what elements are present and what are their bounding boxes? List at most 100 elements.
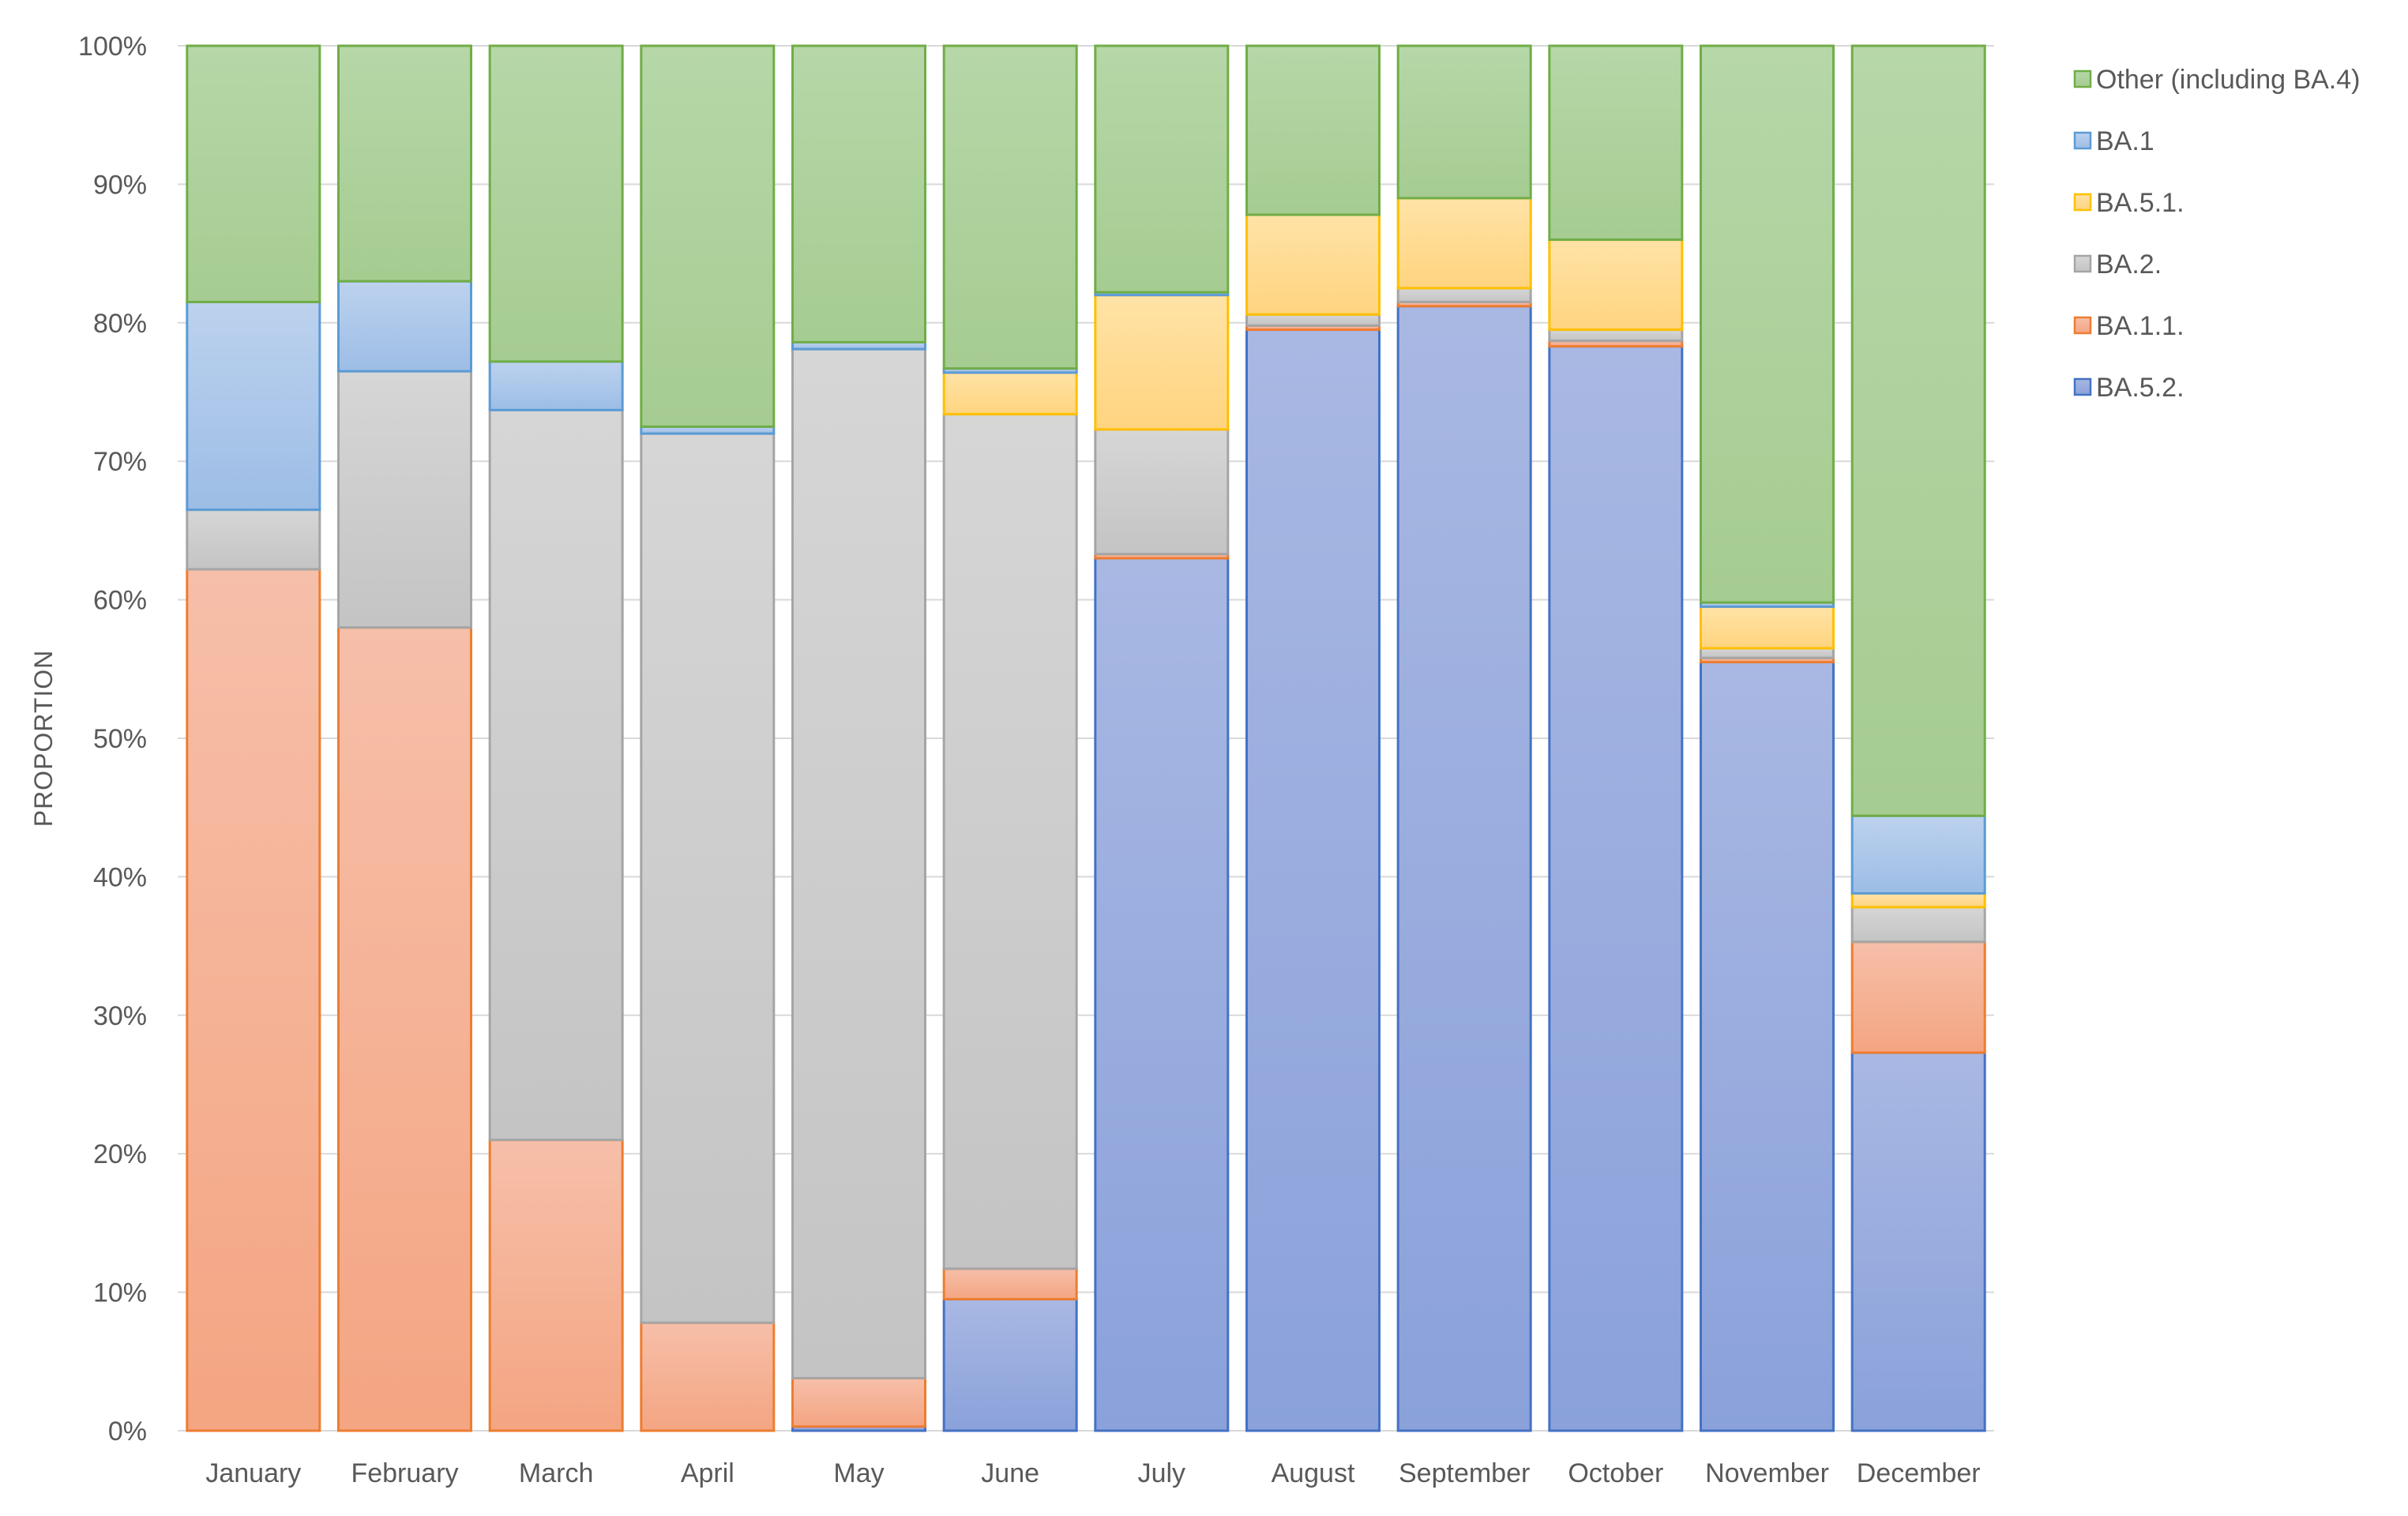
- bar-segment-ba11: [640, 1321, 776, 1432]
- x-tick-label: June: [981, 1458, 1039, 1488]
- x-tick-label: September: [1399, 1458, 1530, 1488]
- bar-segment-ba52: [1850, 1051, 1986, 1432]
- bar-segment-ba52: [942, 1297, 1078, 1432]
- legend-swatch: [2073, 69, 2092, 88]
- bar-segment-ba1: [337, 280, 472, 373]
- bar-segment-ba11: [791, 1376, 926, 1428]
- bar-segment-ba1: [1850, 814, 1986, 895]
- bar-segment-ba11: [942, 1267, 1078, 1300]
- legend: Other (including BA.4) BA.1 BA.5.1. BA.2. BA…: [2073, 65, 2361, 403]
- bar-segment-ba2: [1548, 328, 1684, 343]
- bar-stack-april: [640, 44, 776, 1432]
- legend-label: Other (including BA.4): [2096, 65, 2361, 95]
- x-axis-ticks: January February March April May June July Augu…: [205, 1458, 1980, 1488]
- y-tick-label: 30%: [93, 1001, 147, 1031]
- legend-item-other: Other (including BA.4): [2073, 65, 2361, 95]
- bar-segment-other: [337, 44, 472, 283]
- legend-item-ba1: BA.1: [2073, 126, 2154, 156]
- x-tick-label: October: [1568, 1458, 1663, 1488]
- x-tick-label: May: [833, 1458, 884, 1488]
- legend-item-ba2: BA.2.: [2073, 250, 2162, 280]
- bar-segment-ba52: [1245, 328, 1381, 1432]
- bar-stack-november: [1700, 44, 1835, 1432]
- bar-segment-ba1: [186, 300, 321, 512]
- bar-stack-march: [488, 44, 624, 1432]
- bar-segment-ba11: [186, 568, 321, 1432]
- bar-stack-october: [1548, 44, 1684, 1432]
- bars: [186, 44, 1986, 1432]
- legend-item-ba52: BA.5.2.: [2073, 373, 2184, 403]
- bar-segment-ba52: [1700, 661, 1835, 1432]
- bar-stack-july: [1094, 44, 1230, 1432]
- bar-segment-ba11: [337, 626, 472, 1432]
- bar-segment-other: [791, 44, 926, 343]
- y-tick-label: 20%: [93, 1139, 147, 1169]
- bar-segment-ba51: [942, 371, 1078, 416]
- y-tick-label: 0%: [108, 1417, 147, 1447]
- bar-segment-ba51: [1396, 197, 1532, 290]
- legend-label: BA.5.1.: [2096, 188, 2184, 218]
- gridlines: [178, 45, 1994, 1432]
- legend-label: BA.2.: [2096, 250, 2162, 280]
- y-tick-label: 50%: [93, 724, 147, 754]
- x-tick-label: November: [1705, 1458, 1829, 1488]
- bar-segment-ba2: [1094, 428, 1230, 556]
- y-tick-label: 60%: [93, 586, 147, 616]
- bar-stack-august: [1245, 44, 1381, 1432]
- bar-segment-other: [1850, 44, 1986, 817]
- legend-swatch: [2073, 316, 2092, 335]
- legend-label: BA.5.2.: [2096, 373, 2184, 403]
- bar-segment-ba51: [1700, 605, 1835, 650]
- x-tick-label: January: [205, 1458, 301, 1488]
- bar-segment-ba51: [1094, 294, 1230, 431]
- y-axis-title: PROPORTION: [29, 650, 58, 827]
- legend-item-ba11: BA.1.1.: [2073, 311, 2184, 341]
- bar-segment-other: [488, 44, 624, 363]
- legend-swatch: [2073, 254, 2092, 273]
- x-tick-label: August: [1272, 1458, 1355, 1488]
- x-tick-label: February: [351, 1458, 458, 1488]
- y-tick-label: 70%: [93, 447, 147, 477]
- bar-segment-other: [186, 44, 321, 303]
- bar-segment-ba1: [488, 360, 624, 411]
- bar-segment-ba11: [488, 1139, 624, 1432]
- bar-segment-ba52: [1548, 345, 1684, 1432]
- bar-segment-ba51: [1245, 213, 1381, 316]
- bar-segment-ba2: [942, 413, 1078, 1270]
- bar-segment-ba2: [640, 432, 776, 1324]
- bar-stack-june: [942, 44, 1078, 1432]
- bar-segment-ba2: [186, 508, 321, 571]
- legend-swatch: [2073, 377, 2092, 396]
- bar-segment-ba51: [1548, 238, 1684, 332]
- bar-stack-september: [1396, 44, 1532, 1432]
- bar-stack-may: [791, 44, 926, 1432]
- bar-stack-december: [1850, 44, 1986, 1432]
- bar-segment-ba2: [337, 370, 472, 629]
- y-tick-label: 80%: [93, 309, 147, 339]
- bar-segment-ba2: [791, 347, 926, 1379]
- y-tick-label: 90%: [93, 170, 147, 200]
- legend-swatch: [2073, 131, 2092, 150]
- bar-segment-ba11: [1850, 940, 1986, 1054]
- x-tick-label: December: [1857, 1458, 1981, 1488]
- x-tick-label: March: [519, 1458, 593, 1488]
- bar-segment-ba52: [1094, 557, 1230, 1432]
- y-tick-label: 10%: [93, 1278, 147, 1308]
- bar-segment-other: [1548, 44, 1684, 242]
- y-axis-ticks: 0% 10% 20% 30% 40% 50% 60% 70% 80% 90% 100%: [78, 32, 147, 1447]
- legend-swatch: [2073, 193, 2092, 212]
- bar-segment-other: [1700, 44, 1835, 604]
- bar-stack-january: [186, 44, 321, 1432]
- x-tick-label: July: [1138, 1458, 1185, 1488]
- bar-segment-other: [640, 44, 776, 428]
- bar-segment-other: [942, 44, 1078, 370]
- legend-item-ba51: BA.5.1.: [2073, 188, 2184, 218]
- bar-stack-february: [337, 44, 472, 1432]
- legend-label: BA.1: [2096, 126, 2154, 156]
- bar-segment-ba2: [1396, 287, 1532, 303]
- bar-segment-ba51: [1850, 891, 1986, 909]
- bar-segment-other: [1396, 44, 1532, 200]
- bar-segment-ba2: [1850, 906, 1986, 944]
